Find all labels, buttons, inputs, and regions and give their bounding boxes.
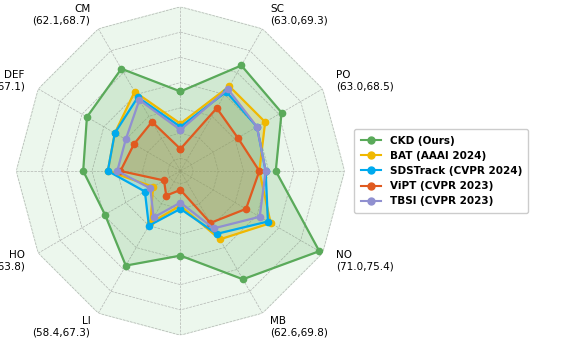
Polygon shape xyxy=(108,86,271,239)
Polygon shape xyxy=(16,7,345,335)
Text: SC
(63.0,69.3): SC (63.0,69.3) xyxy=(271,4,328,26)
Text: DEF
(62.2,67.1): DEF (62.2,67.1) xyxy=(0,70,24,92)
Polygon shape xyxy=(83,65,320,279)
Text: NO
(71.0,75.4): NO (71.0,75.4) xyxy=(336,250,394,272)
Text: LI
(58.4,67.3): LI (58.4,67.3) xyxy=(33,316,90,338)
Text: TC
(60.8,65.1): TC (60.8,65.1) xyxy=(360,160,418,182)
Text: PO
(63.0,68.5): PO (63.0,68.5) xyxy=(336,70,394,92)
Polygon shape xyxy=(118,89,265,228)
Text: HO
(56.3,63.8): HO (56.3,63.8) xyxy=(0,250,24,272)
Text: MB
(62.6,69.8): MB (62.6,69.8) xyxy=(271,316,328,338)
Legend: CKD (Ours), BAT (AAAI 2024), SDSTrack (CVPR 2024), ViPT (CVPR 2023), TBSl (CVPR : CKD (Ours), BAT (AAAI 2024), SDSTrack (C… xyxy=(354,129,528,213)
Polygon shape xyxy=(120,108,260,223)
Polygon shape xyxy=(108,92,268,234)
Text: CM
(62.1,68.7): CM (62.1,68.7) xyxy=(33,4,90,26)
